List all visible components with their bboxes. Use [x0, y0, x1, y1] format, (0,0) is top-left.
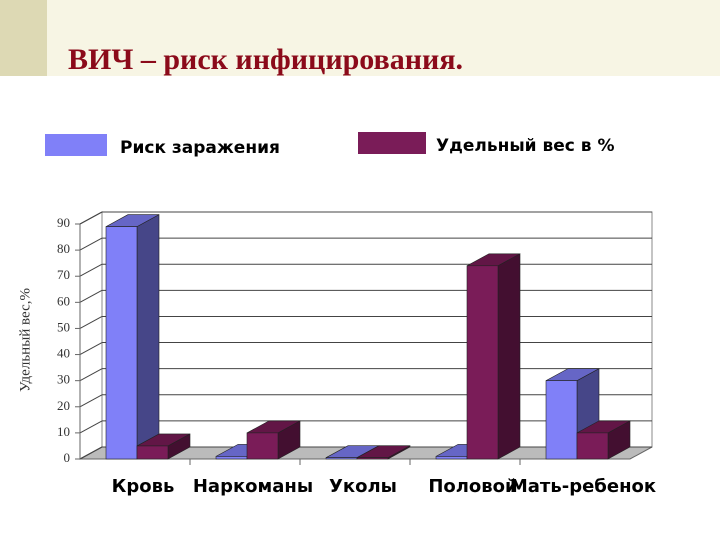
y-tick-label: 0	[64, 450, 71, 465]
bar	[435, 456, 468, 460]
grid-line	[79, 211, 103, 225]
bar	[215, 456, 248, 460]
legend-label: Удельный вес в %	[436, 136, 615, 156]
legend-swatch	[358, 132, 426, 154]
grid-line	[79, 237, 103, 251]
legend-label: Риск заражения	[120, 138, 280, 158]
x-tick-label: Половой	[428, 476, 517, 497]
y-tick-label: 60	[57, 293, 70, 308]
bar	[105, 226, 138, 460]
x-tick-label: Наркоманы	[193, 476, 313, 497]
header-band	[0, 0, 720, 76]
grid-line	[79, 289, 103, 303]
y-axis-label: Удельный вес,%	[17, 288, 33, 392]
y-tick-label: 90	[57, 215, 70, 230]
bar	[576, 432, 609, 460]
bar	[246, 432, 279, 460]
grid-line	[79, 368, 103, 382]
x-tick-label: Кровь	[112, 476, 175, 497]
legend-swatch	[45, 134, 107, 156]
bar-side	[497, 253, 521, 460]
bar	[356, 457, 389, 460]
y-tick-label: 20	[57, 398, 70, 413]
x-tick-label: Уколы	[329, 476, 397, 497]
grid-line	[79, 420, 103, 434]
grid-line	[79, 446, 103, 460]
y-tick-label: 10	[57, 424, 70, 439]
bar-side	[136, 214, 160, 460]
bar	[466, 265, 499, 460]
bar	[136, 445, 169, 460]
y-tick-label: 40	[57, 346, 70, 361]
grid-line	[79, 394, 103, 408]
y-tick-label: 80	[57, 241, 70, 256]
chart-title: ВИЧ – риск инфицирования.	[68, 43, 463, 76]
y-tick-label: 50	[57, 319, 70, 334]
y-tick-label: 70	[57, 267, 70, 282]
bar	[325, 457, 358, 460]
header-box	[0, 0, 47, 76]
grid-line	[79, 263, 103, 277]
bar	[545, 380, 578, 460]
x-tick-label: Мать-ребенок	[510, 476, 656, 497]
grid-line	[79, 342, 103, 355]
grid-line	[79, 316, 103, 329]
y-tick-label: 30	[57, 372, 70, 387]
side-wall	[79, 211, 103, 460]
